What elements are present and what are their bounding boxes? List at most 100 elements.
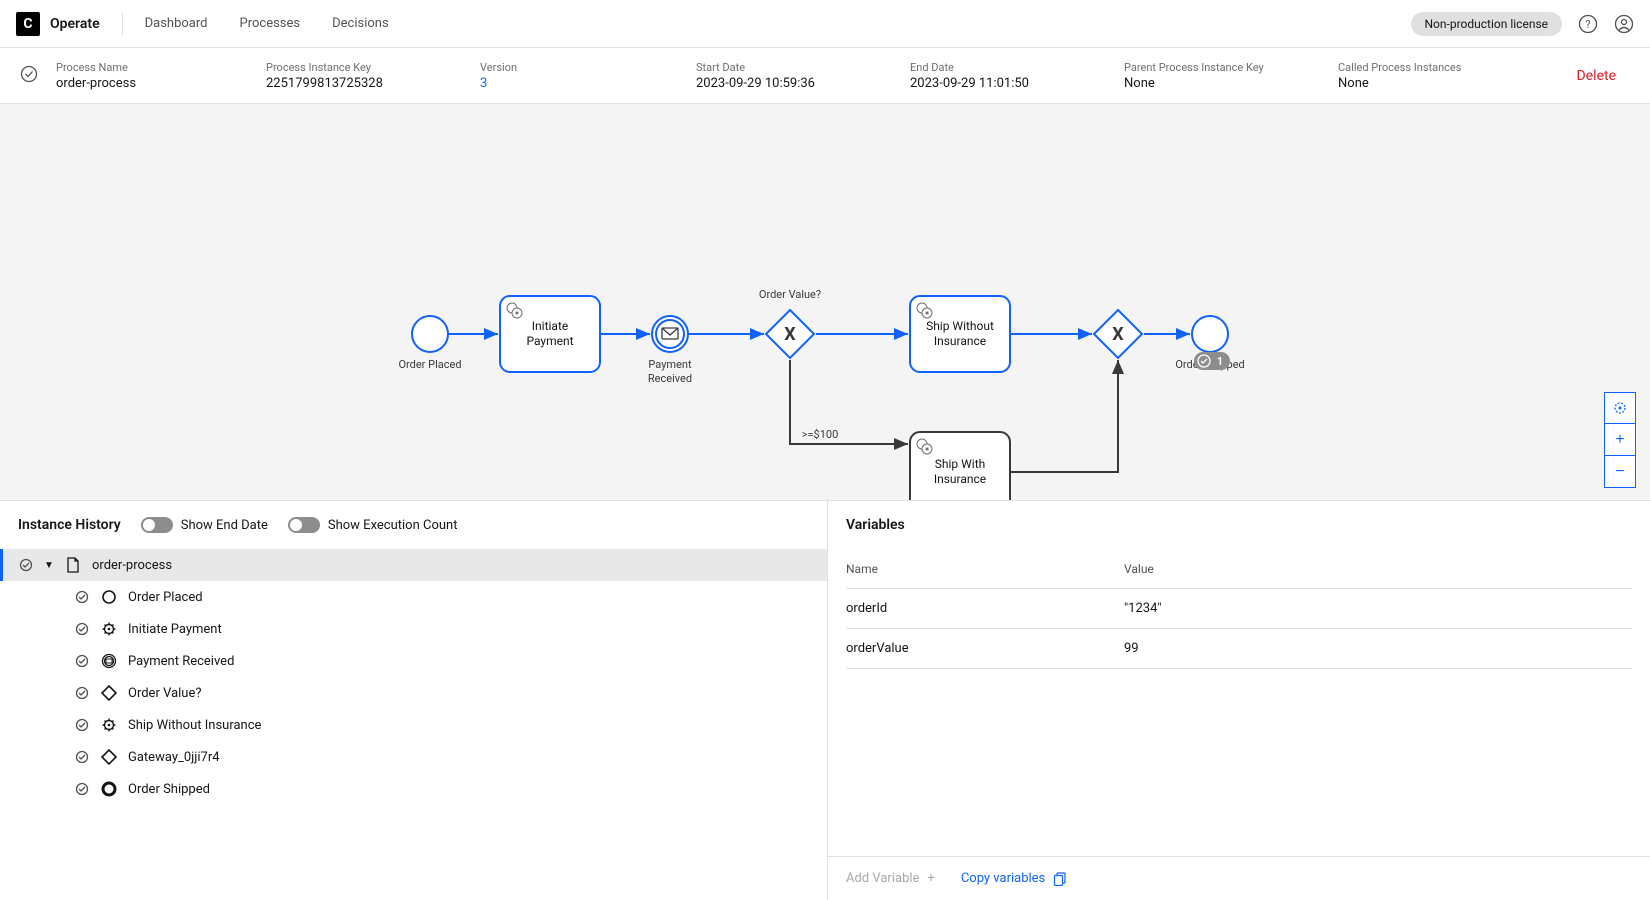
info-field: Version 3 (480, 61, 696, 91)
add-variable-button[interactable]: Add Variable + (846, 871, 935, 886)
nav-link-decisions[interactable]: Decisions (332, 16, 389, 31)
info-label: Process Name (56, 61, 266, 74)
divider (122, 12, 123, 36)
history-label: order-process (92, 558, 172, 573)
toggle-exec-count[interactable]: Show Execution Count (288, 517, 458, 533)
info-value: 2251799813725328 (266, 76, 480, 91)
messageEvent-icon (100, 653, 118, 669)
bottom-panels: Instance History Show End Date Show Exec… (0, 500, 1650, 900)
caret-icon[interactable]: ▼ (44, 560, 54, 571)
variable-row[interactable]: orderId"1234" (846, 589, 1632, 629)
svg-text:Order Placed: Order Placed (398, 358, 461, 371)
info-value: 2023-09-29 10:59:36 (696, 76, 910, 91)
history-row[interactable]: Order Shipped (0, 773, 827, 805)
info-field: End Date2023-09-29 11:01:50 (910, 61, 1124, 91)
gateway-icon (100, 749, 118, 765)
info-label: Process Instance Key (266, 61, 480, 74)
info-field: Parent Process Instance Key None (1124, 61, 1338, 91)
startEvent-icon (100, 589, 118, 605)
toggle-end-date[interactable]: Show End Date (141, 517, 268, 533)
check-icon (74, 590, 90, 604)
copy-variables-button[interactable]: Copy variables (961, 871, 1067, 886)
info-label: End Date (910, 61, 1124, 74)
variable-row[interactable]: orderValue99 (846, 629, 1632, 669)
info-value: None (1124, 76, 1338, 91)
svg-text:Order Value?: Order Value? (759, 288, 821, 301)
diagram-controls: + − (1604, 392, 1636, 488)
serviceTask-icon (100, 717, 118, 733)
serviceTask-icon (100, 621, 118, 637)
svg-text:Ship Without: Ship Without (926, 319, 994, 333)
zoom-out-button[interactable]: − (1604, 456, 1636, 488)
info-label: Parent Process Instance Key (1124, 61, 1338, 74)
zoom-in-button[interactable]: + (1604, 424, 1636, 456)
svg-text:>=$100: >=$100 (802, 428, 839, 441)
history-label: Gateway_0jji7r4 (128, 750, 220, 765)
info-value: None (1338, 76, 1518, 91)
history-row[interactable]: Gateway_0jji7r4 (0, 741, 827, 773)
check-icon (74, 654, 90, 668)
info-value[interactable]: 3 (480, 76, 696, 91)
nav-links: Dashboard Processes Decisions (145, 16, 389, 31)
check-icon (74, 718, 90, 732)
toggle-switch-icon[interactable] (288, 517, 320, 533)
check-icon (74, 750, 90, 764)
user-icon[interactable] (1614, 14, 1634, 34)
history-row[interactable]: Ship Without Insurance (0, 709, 827, 741)
check-icon (74, 622, 90, 636)
svg-text:Payment: Payment (526, 334, 573, 348)
info-label: Called Process Instances (1338, 61, 1518, 74)
variables-header-row: Name Value (846, 549, 1632, 589)
help-icon[interactable]: ? (1578, 14, 1598, 34)
variable-name: orderValue (846, 641, 1124, 656)
history-row[interactable]: Order Value? (0, 677, 827, 709)
variable-value: 99 (1124, 641, 1632, 656)
info-field: Process Instance Key 2251799813725328 (266, 61, 480, 91)
variable-value: "1234" (1124, 601, 1632, 616)
check-icon (18, 558, 34, 572)
history-tree: ▼ order-process Order Placed Initiate Payme… (0, 549, 827, 805)
svg-text:X: X (784, 324, 796, 345)
history-label: Order Value? (128, 686, 202, 701)
info-field: Called Process Instances None (1338, 61, 1518, 91)
license-badge: Non-production license (1411, 12, 1563, 36)
info-field: Start Date2023-09-29 10:59:36 (696, 61, 910, 91)
info-value: order-process (56, 76, 266, 91)
toggle-switch-icon[interactable] (141, 517, 173, 533)
instance-info-bar: Process Name order-processProcess Instanc… (0, 48, 1650, 104)
top-nav: C Operate Dashboard Processes Decisions … (0, 0, 1650, 48)
history-row[interactable]: ▼ order-process (0, 549, 827, 581)
svg-text:Initiate: Initiate (532, 319, 568, 333)
delete-button[interactable]: Delete (1577, 68, 1616, 84)
history-label: Initiate Payment (128, 622, 222, 637)
instance-history-panel: Instance History Show End Date Show Exec… (0, 501, 828, 900)
endEvent-icon (100, 781, 118, 797)
zoom-reset-button[interactable] (1604, 392, 1636, 424)
plus-icon: + (927, 871, 934, 886)
bpmn-diagram-canvas[interactable]: >=$100Order PlacedInitiatePaymentPayment… (0, 104, 1650, 500)
check-icon (74, 686, 90, 700)
variables-panel: Variables Name Value orderId"1234"orderV… (828, 501, 1650, 900)
process-icon (64, 557, 82, 573)
history-label: Ship Without Insurance (128, 718, 261, 733)
svg-text:X: X (1112, 324, 1124, 345)
info-field: Process Name order-process (56, 61, 266, 91)
info-label: Version (480, 61, 696, 74)
svg-text:Insurance: Insurance (934, 472, 986, 486)
copy-icon (1053, 872, 1067, 886)
history-label: Payment Received (128, 654, 234, 669)
svg-text:?: ? (1585, 18, 1590, 31)
svg-text:1: 1 (1217, 355, 1223, 368)
history-title: Instance History (18, 517, 121, 533)
history-label: Order Shipped (128, 782, 210, 797)
nav-link-dashboard[interactable]: Dashboard (145, 16, 208, 31)
check-icon (74, 782, 90, 796)
svg-text:Ship With: Ship With (935, 457, 985, 471)
history-row[interactable]: Order Placed (0, 581, 827, 613)
svg-text:Received: Received (648, 372, 692, 385)
history-row[interactable]: Payment Received (0, 645, 827, 677)
gateway-icon (100, 685, 118, 701)
variable-name: orderId (846, 601, 1124, 616)
nav-link-processes[interactable]: Processes (240, 16, 301, 31)
history-row[interactable]: Initiate Payment (0, 613, 827, 645)
